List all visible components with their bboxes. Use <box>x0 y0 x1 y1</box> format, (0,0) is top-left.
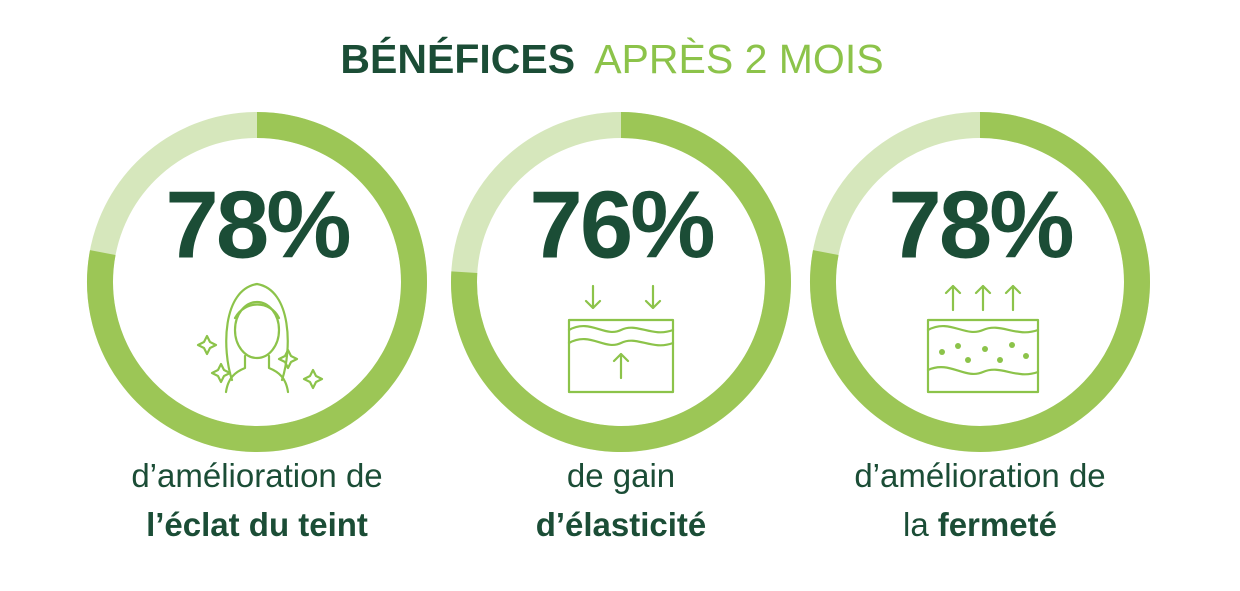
face-icon <box>196 282 324 394</box>
firmness-icon <box>926 284 1040 394</box>
caption-text: d’amélioration de <box>854 457 1105 494</box>
caption-text: fermeté <box>938 506 1057 543</box>
caption-line: d’amélioration de <box>854 457 1105 494</box>
caption-line: d’élasticité <box>536 506 707 543</box>
caption-text: la <box>903 506 929 543</box>
caption-line: de gain <box>567 457 675 494</box>
value-label: 78% <box>888 171 1072 278</box>
caption-line: l’éclat du teint <box>146 506 368 543</box>
elasticity-icon <box>567 284 675 394</box>
caption-text: d’amélioration de <box>131 457 382 494</box>
donut: 78% <box>87 112 427 452</box>
caption-line: d’amélioration de <box>131 457 382 494</box>
value-label: 78% <box>165 171 349 278</box>
caption-line: la fermeté <box>903 506 1057 543</box>
donut: 78% <box>810 112 1150 452</box>
donut-arc <box>87 112 427 452</box>
value-label: 76% <box>529 171 713 278</box>
caption-text: d’élasticité <box>536 506 707 543</box>
title-light: APRÈS 2 MOIS <box>594 36 883 82</box>
donut-arc <box>451 112 791 452</box>
title: BÉNÉFICES APRÈS 2 MOIS <box>340 36 883 82</box>
title-bold: BÉNÉFICES <box>340 36 575 82</box>
donut-arc <box>810 112 1150 452</box>
caption-text: de gain <box>567 457 675 494</box>
caption-text: l’éclat du teint <box>146 506 368 543</box>
donut: 76% <box>451 112 791 452</box>
